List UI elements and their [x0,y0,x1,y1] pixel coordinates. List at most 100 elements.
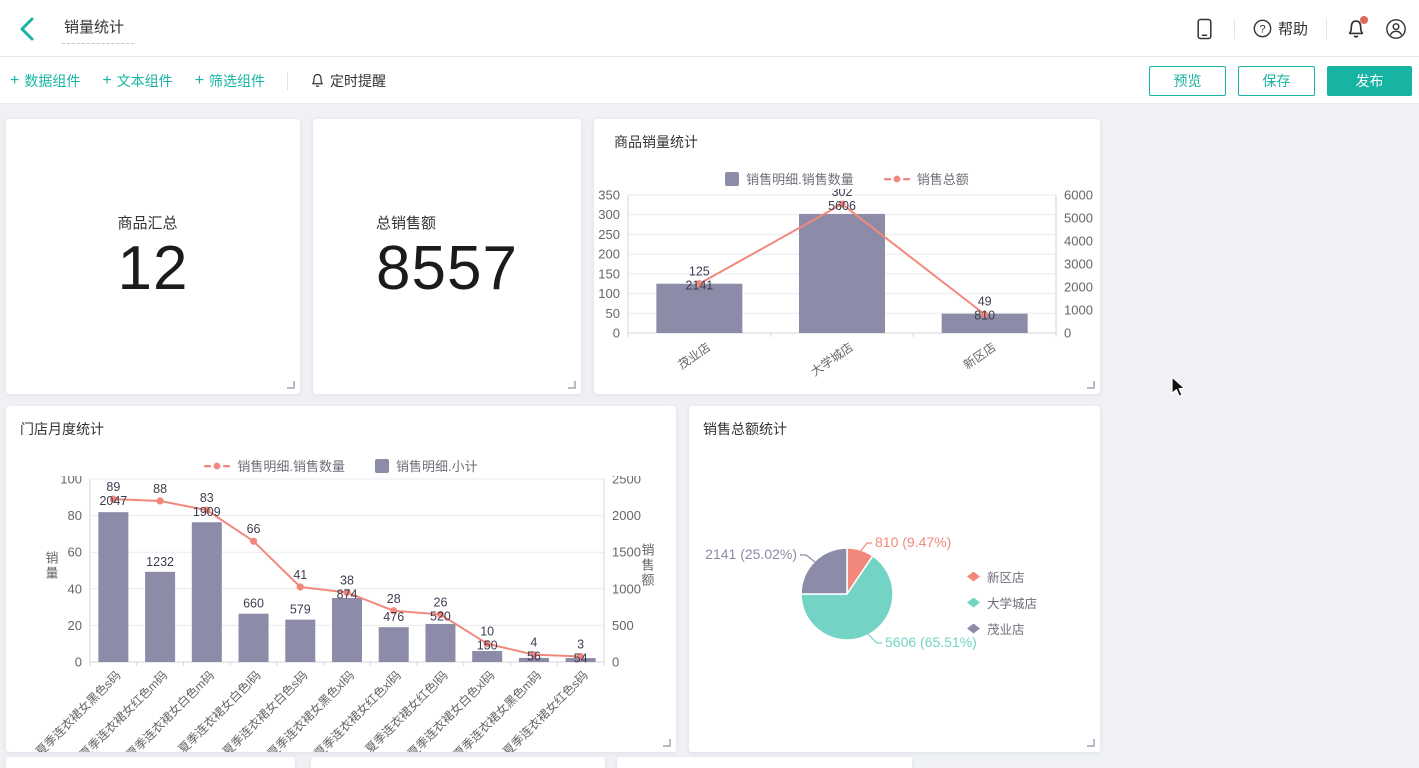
pie-label-line [867,633,882,644]
diamond-legend-marker [967,623,980,634]
add-data-widget-button[interactable]: + 数据组件 [10,71,80,91]
right-axis-tick: 1500 [612,545,641,560]
kpi-card-product-summary[interactable]: 商品汇总 12 [6,119,300,394]
value-label: 150 [477,639,498,653]
alarm-bell-icon [312,73,323,88]
resize-handle[interactable] [568,381,576,389]
mobile-preview-button[interactable] [1194,18,1216,40]
diamond-legend-marker [967,597,980,608]
line-point[interactable] [981,310,989,318]
save-button[interactable]: 保存 [1238,65,1315,96]
resize-handle[interactable] [1087,739,1095,747]
right-axis-tick: 3000 [1064,257,1093,272]
plus-icon: + [10,71,20,89]
axis-name: 销量 [45,551,58,581]
bar-夏季连衣裙女红色l码[interactable] [425,623,456,662]
line-point[interactable] [296,583,304,591]
pie-chart-sales-total[interactable]: 810 (9.47%) 5606 (65.51%) 2141 (25.02%) [689,452,1100,752]
value-label: 54 [574,652,588,666]
publish-button[interactable]: 发布 [1327,65,1412,96]
bar-夏季连衣裙女白色l码[interactable] [238,613,269,662]
legend-item-销售明细.销售数量[interactable]: 销售明细.销售数量 [725,169,854,188]
pie-label-line [859,542,872,553]
app-header: 销量统计 ? 帮助 [0,0,1419,57]
value-label: 2141 [685,279,713,293]
bar-夏季连衣裙女黑色xl码[interactable] [332,598,362,662]
value-label: 56 [527,650,541,664]
line-point[interactable] [156,497,164,505]
legend-item-大学城店[interactable]: 大学城店 [967,593,1037,612]
help-icon: ? [1253,19,1272,38]
chart-card-store-monthly[interactable]: 门店月度统计 销售明细.销售数量 销售明细.小计 0 20 40 60 80 100 0 500… [6,406,676,752]
bar-夏季连衣裙女黑色s码[interactable] [98,512,129,662]
line-legend-marker [204,462,231,469]
bar-新区店[interactable] [941,313,1028,333]
pie-label-line [800,554,816,563]
left-axis-tick: 300 [598,207,620,222]
right-axis-tick: 4000 [1064,234,1093,249]
resize-handle[interactable] [287,381,295,389]
timed-reminder-button[interactable]: 定时提醒 [310,71,386,91]
kpi-card-total-sales[interactable]: 总销售额 8557 [313,119,581,394]
value-label: 83 [200,491,214,505]
mobile-phone-icon [1197,18,1213,39]
line-point[interactable] [436,610,445,619]
resize-handle[interactable] [1087,381,1095,389]
line-point[interactable] [109,495,117,503]
chart-card-sales-total-pie[interactable]: 销售总额统计 810 (9.47%) 5606 (65.51%) 2141 (25.… [689,406,1100,752]
value-label: 2047 [99,494,127,508]
line-point[interactable] [483,640,491,648]
combo-chart-product-sales[interactable]: 0 50 100 150 200 250 300 350 0 1000 2000 3000 4000 50… [594,189,1100,394]
value-label: 520 [430,609,451,623]
chart-card-product-sales[interactable]: 商品销量统计 销售明细.销售数量 销售总额 0 50 100 150 200 250 300 3… [594,119,1100,394]
legend-item-新区店[interactable]: 新区店 [967,567,1037,586]
card-partial[interactable] [617,757,912,768]
pie-slice-茂业店[interactable] [800,547,848,595]
legend-item-销售总额[interactable]: 销售总额 [883,169,969,188]
bar-夏季连衣裙女白色xl码[interactable] [472,651,503,662]
line-point[interactable] [530,651,538,659]
bar-茂业店[interactable] [656,283,743,333]
add-filter-widget-label: 筛选组件 [209,72,266,89]
bar-夏季连衣裙女红色xl码[interactable] [378,627,409,662]
document-title-field[interactable]: 销量统计 [62,14,134,44]
kpi-value: 8557 [376,233,518,303]
chevron-left-icon [20,17,34,41]
x-axis-label: 夏季连衣裙女白色l码 [175,668,264,752]
line-point[interactable] [343,588,351,597]
line-point[interactable] [249,537,258,545]
bar-夏季连衣裙女白色m码[interactable] [191,522,222,662]
bar-夏季连衣裙女黑色m码[interactable] [518,657,549,662]
bar-夏季连衣裙女红色m码[interactable] [145,571,176,662]
card-partial[interactable] [6,757,295,768]
plus-icon: + [102,71,112,89]
value-label: 89 [106,480,120,494]
bar-大学城店[interactable] [799,213,885,333]
line-point[interactable] [390,607,398,615]
notifications-button[interactable] [1345,15,1368,40]
add-filter-widget-button[interactable]: + 筛选组件 [195,71,265,91]
preview-button[interactable]: 预览 [1149,65,1226,96]
line-point[interactable] [695,280,703,288]
resize-handle[interactable] [663,739,671,747]
line-point[interactable] [203,506,211,514]
right-axis-tick: 0 [1064,326,1071,341]
combo-chart-store-monthly[interactable]: 02040608010005001000150020002500销量销售额892… [6,476,676,752]
left-axis-tick: 200 [598,247,620,262]
line-point[interactable] [577,652,585,661]
value-label: 5606 [828,199,856,213]
account-button[interactable] [1385,18,1407,40]
value-label: 302 [832,189,853,199]
legend-item-茂业店[interactable]: 茂业店 [967,619,1037,638]
card-partial[interactable] [311,757,605,768]
x-axis-label: 茂业店 [676,340,714,372]
legend-item-销售明细.销售数量[interactable]: 销售明细.销售数量 [204,456,345,475]
help-button[interactable]: ? 帮助 [1253,18,1308,39]
x-axis-label: 新区店 [960,339,998,372]
back-button[interactable] [14,14,44,44]
legend-item-销售明细.小计[interactable]: 销售明细.小计 [375,456,478,475]
line-point[interactable] [838,200,846,208]
add-data-widget-label: 数据组件 [24,72,81,89]
bar-夏季连衣裙女白色s码[interactable] [285,619,316,662]
add-text-widget-button[interactable]: + 文本组件 [102,71,172,91]
